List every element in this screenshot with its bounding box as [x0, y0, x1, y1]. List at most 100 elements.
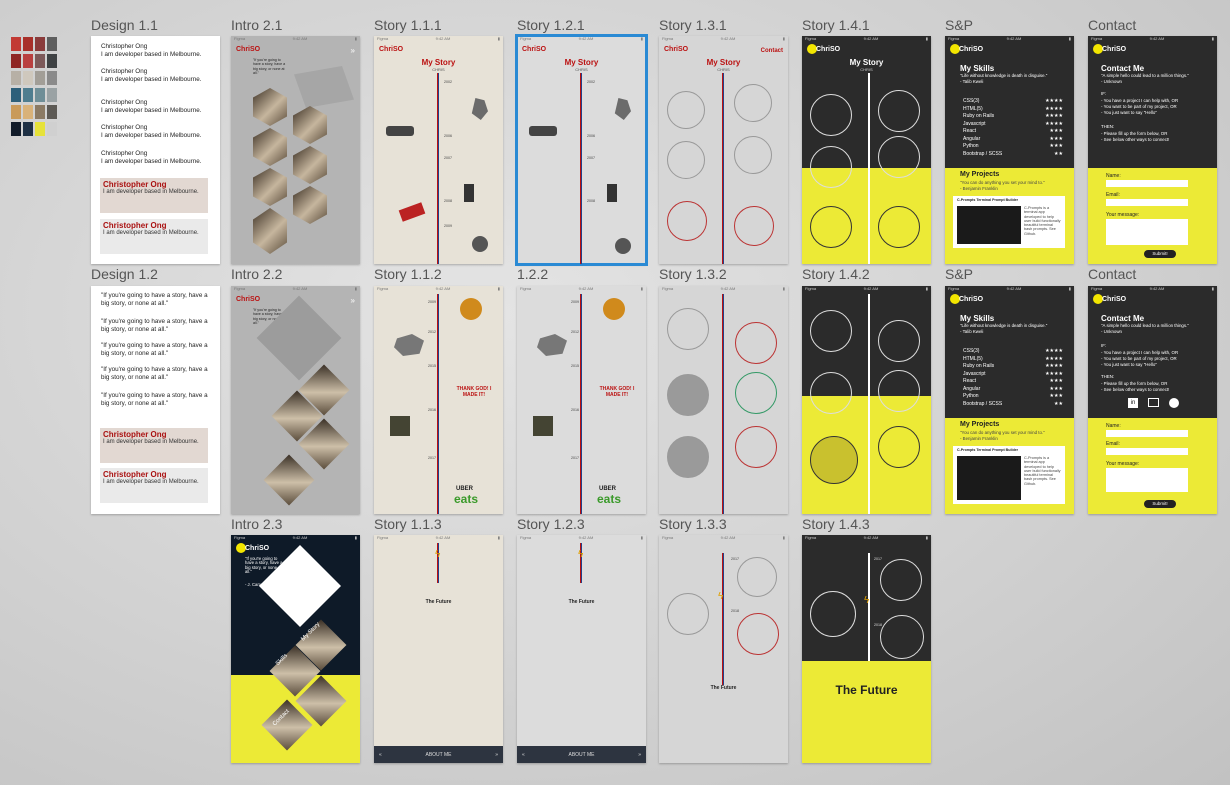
portrait-hex[interactable] [293, 106, 327, 144]
swatch[interactable] [11, 105, 21, 119]
frame-label[interactable]: Contact [1088, 17, 1137, 33]
about-me-link[interactable]: ABOUT ME [568, 751, 595, 758]
frame-label[interactable]: Story 1.4.3 [802, 516, 870, 532]
timeline-bubble[interactable] [735, 372, 777, 414]
timeline-bubble[interactable] [810, 310, 852, 352]
frame-label[interactable]: Design 1.1 [91, 17, 158, 33]
chevron-right-icon[interactable]: » [350, 46, 355, 55]
swatch[interactable] [11, 71, 21, 85]
swatch[interactable] [35, 71, 45, 85]
timeline-bubble[interactable] [737, 613, 779, 655]
frame-story-1-2-1[interactable]: Figma 9:42 AM ▮ ChriSO My Story CHRIS 2002… [515, 34, 648, 266]
frame-intro-2-3[interactable]: Figma 9:42 AM ▮ ChriSO "If you're going to… [231, 535, 360, 763]
swatch[interactable] [35, 37, 45, 51]
github-icon[interactable] [1169, 398, 1179, 408]
timeline-bubble[interactable] [810, 436, 858, 484]
timeline-bubble[interactable] [878, 136, 920, 178]
swatch[interactable] [23, 37, 33, 51]
timeline-bubble[interactable] [735, 322, 777, 364]
swatch[interactable] [23, 122, 33, 136]
swatch[interactable] [11, 37, 21, 51]
frame-design-1-1[interactable]: Christopher Ong I am developer based in … [91, 36, 220, 264]
frame-story-1-4-3[interactable]: Figma 9:42 AM ▮ 2017 2018 ϟ The Future [802, 535, 931, 763]
timeline-bubble[interactable] [734, 136, 772, 174]
frame-story-1-4-2[interactable]: Figma 9:42 AM ▮ [802, 286, 931, 514]
frame-story-1-1-3[interactable]: Figma 9:42 AM ▮ ϟ The Future « ABOUT ME » [374, 535, 503, 763]
timeline-bubble[interactable] [810, 146, 852, 188]
timeline-bubble[interactable] [878, 370, 920, 412]
frame-label[interactable]: S&P [945, 266, 974, 282]
timeline-bubble[interactable] [878, 426, 920, 468]
frame-label[interactable]: Story 1.3.1 [659, 17, 727, 33]
frame-label[interactable]: Intro 2.3 [231, 516, 283, 532]
timeline-bubble[interactable] [734, 206, 774, 246]
portrait-hex[interactable] [253, 88, 287, 126]
swatch[interactable] [47, 37, 57, 51]
frame-label[interactable]: Story 1.1.2 [374, 266, 442, 282]
timeline-bubble[interactable] [667, 374, 709, 416]
timeline-bubble[interactable] [878, 90, 920, 132]
frame-label[interactable]: Story 1.2.1 [517, 17, 585, 33]
swatch[interactable] [35, 54, 45, 68]
timeline-bubble[interactable] [735, 426, 777, 468]
swatch[interactable] [35, 88, 45, 102]
timeline-bubble[interactable] [667, 91, 705, 129]
timeline-bubble[interactable] [667, 141, 705, 179]
project-card[interactable]: C-Prompts Terminal Prompt Builder C-Prom… [953, 446, 1065, 504]
swatch[interactable] [47, 54, 57, 68]
frame-label[interactable]: Story 1.3.2 [659, 266, 727, 282]
frame-story-1-3-2[interactable]: Figma 9:42 AM ▮ [659, 286, 788, 514]
frame-label[interactable]: Story 1.4.2 [802, 266, 870, 282]
timeline-bubble[interactable] [810, 372, 852, 414]
timeline-bubble[interactable] [667, 593, 709, 635]
frame-story-1-1-2[interactable]: Figma 9:42 AM ▮ 2009 2012 2015 2016 2017 T… [374, 286, 503, 514]
frame-story-1-4-1[interactable]: Figma 9:42 AM ▮ ChriSO My Story CHRIS [802, 36, 931, 264]
frame-contact-1[interactable]: Figma 9:42 AM ▮ ChriSO Contact Me "A simpl… [1088, 36, 1217, 264]
email-field[interactable] [1106, 448, 1188, 455]
portrait-hex[interactable] [293, 146, 327, 184]
name-field[interactable] [1106, 430, 1188, 437]
frame-label[interactable]: Design 1.2 [91, 266, 158, 282]
timeline-bubble[interactable] [878, 320, 920, 362]
portrait-hex[interactable] [293, 186, 327, 224]
frame-sp-2[interactable]: Figma 9:42 AM ▮ ChriSO My Skills "Life wit… [945, 286, 1074, 514]
frame-label[interactable]: 1.2.2 [517, 266, 549, 282]
timeline-bubble[interactable] [878, 206, 920, 248]
timeline-bubble[interactable] [734, 84, 772, 122]
frame-label[interactable]: Story 1.3.3 [659, 516, 727, 532]
swatch[interactable] [23, 71, 33, 85]
swatch[interactable] [47, 122, 57, 136]
frame-label[interactable]: Story 1.2.3 [517, 516, 585, 532]
about-me-link[interactable]: ABOUT ME [425, 751, 452, 758]
frame-intro-2-2[interactable]: Figma 9:42 AM ▮ ChriSO "If you're going to… [231, 286, 360, 514]
frame-label[interactable]: Story 1.4.1 [802, 17, 870, 33]
timeline-bubble[interactable] [880, 615, 924, 659]
swatch[interactable] [23, 105, 33, 119]
swatch[interactable] [47, 71, 57, 85]
timeline-bubble[interactable] [737, 557, 777, 597]
frame-label[interactable]: Story 1.1.1 [374, 17, 442, 33]
contact-link[interactable]: Contact [760, 48, 783, 54]
frame-label[interactable]: Intro 2.1 [231, 17, 283, 33]
message-field[interactable] [1106, 468, 1188, 492]
frame-sp-1[interactable]: Figma 9:42 AM ▮ ChriSO My Skills "Life wit… [945, 36, 1074, 264]
swatch[interactable] [23, 88, 33, 102]
frame-design-1-2[interactable]: "If you're going to have a story, have a… [91, 286, 220, 514]
frame-label[interactable]: S&P [945, 17, 974, 33]
frame-story-1-2-3[interactable]: Figma 9:42 AM ▮ ϟ The Future « ABOUT ME » [517, 535, 646, 763]
timeline-bubble[interactable] [810, 206, 852, 248]
timeline-bubble[interactable] [880, 559, 922, 601]
double-chevron-right-icon[interactable]: » [495, 751, 498, 758]
submit-button[interactable]: Submit! [1144, 500, 1176, 508]
double-chevron-left-icon[interactable]: « [379, 751, 382, 758]
name-field[interactable] [1106, 180, 1188, 187]
double-chevron-right-icon[interactable]: » [638, 751, 641, 758]
frame-intro-2-1[interactable]: Figma 9:42 AM ▮ ChriSO "If you're going to… [231, 36, 360, 264]
frame-label[interactable]: Story 1.1.3 [374, 516, 442, 532]
swatch[interactable] [11, 122, 21, 136]
frame-story-1-2-2[interactable]: Figma 9:42 AM ▮ 2009 2012 2015 2016 2017 T… [517, 286, 646, 514]
timeline-bubble[interactable] [810, 94, 852, 136]
frame-label[interactable]: Intro 2.2 [231, 266, 283, 282]
frame-contact-2[interactable]: Figma 9:42 AM ▮ ChriSO Contact Me "A simpl… [1088, 286, 1217, 514]
